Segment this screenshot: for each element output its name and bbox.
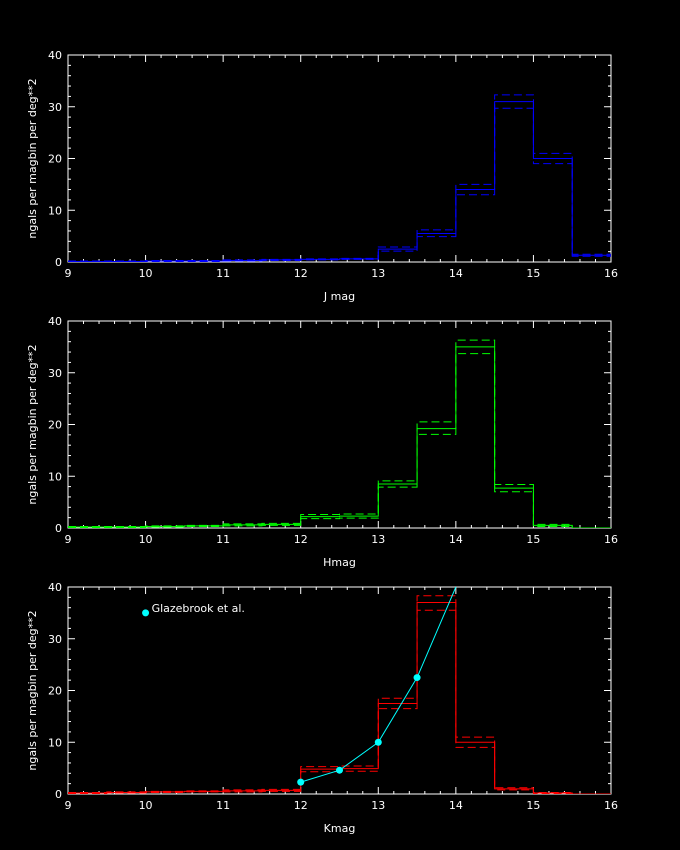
histogram-upper-error-line [68, 595, 611, 794]
x-tick-label: 10 [139, 799, 153, 812]
x-tick-label: 13 [371, 799, 385, 812]
glazebrook-point [336, 766, 343, 774]
y-tick-label: 10 [48, 470, 62, 483]
x-tick-label: 9 [65, 267, 72, 280]
y-tick-label: 0 [55, 788, 62, 801]
x-tick-label: 12 [294, 799, 308, 812]
histogram-line [68, 602, 611, 794]
x-tick-label: 14 [449, 267, 463, 280]
plot-frame [67, 54, 612, 263]
x-axis-label: Kmag [324, 822, 356, 835]
plot-frame [67, 586, 612, 795]
x-tick-label: 10 [139, 267, 153, 280]
y-tick-label: 30 [48, 101, 62, 114]
x-tick-label: 13 [371, 267, 385, 280]
plot-area [68, 339, 611, 528]
plot-area [68, 94, 611, 262]
x-tick-label: 15 [526, 533, 540, 546]
histogram-lower-error-line [68, 609, 611, 794]
y-tick-label: 20 [48, 153, 62, 166]
legend-marker [142, 609, 150, 617]
histogram-lower-error-line [68, 107, 611, 262]
glazebrook-point [297, 778, 305, 786]
x-tick-label: 14 [449, 799, 463, 812]
x-tick-label: 15 [526, 267, 540, 280]
y-tick-label: 30 [48, 633, 62, 646]
x-axis-label: J mag [323, 290, 355, 303]
histogram-line [68, 101, 611, 262]
y-axis-label: ngals per magbin per deg**2 [26, 610, 39, 770]
glazebrook-point [374, 738, 382, 746]
x-tick-label: 13 [371, 533, 385, 546]
legend-label: Glazebrook et al. [152, 602, 245, 615]
x-tick-label: 9 [65, 799, 72, 812]
y-axis-label: ngals per magbin per deg**2 [26, 344, 39, 504]
x-tick-label: 11 [216, 799, 230, 812]
x-tick-label: 16 [604, 267, 618, 280]
x-tick-label: 11 [216, 267, 230, 280]
y-tick-label: 20 [48, 419, 62, 432]
glazebrook-point [413, 674, 421, 682]
x-tick-label: 10 [139, 533, 153, 546]
x-tick-label: 15 [526, 799, 540, 812]
y-tick-label: 40 [48, 49, 62, 62]
plot-area [68, 587, 611, 794]
y-tick-label: 0 [55, 522, 62, 535]
histogram-line [68, 346, 611, 528]
y-tick-label: 40 [48, 315, 62, 328]
x-tick-label: 9 [65, 533, 72, 546]
y-tick-label: 20 [48, 685, 62, 698]
x-tick-label: 11 [216, 533, 230, 546]
chart-panel-3: 9 10 11 12 13 14 15 16 0 10 20 30 40 Kmag ngals per ma… [26, 581, 618, 835]
histogram-lower-error-line [68, 353, 611, 528]
x-tick-label: 16 [604, 799, 618, 812]
x-tick-label: 14 [449, 533, 463, 546]
x-tick-label: 12 [294, 267, 308, 280]
chart-panel-1: 9 10 11 12 13 14 15 16 0 10 20 30 40 J mag ngals per m… [26, 49, 618, 303]
y-tick-label: 10 [48, 204, 62, 217]
y-tick-label: 0 [55, 256, 62, 269]
y-axis-label: ngals per magbin per deg**2 [26, 78, 39, 238]
x-tick-label: 12 [294, 533, 308, 546]
histogram-upper-error-line [68, 94, 611, 262]
histogram-upper-error-line [68, 339, 611, 528]
y-tick-label: 40 [48, 581, 62, 594]
chart-panel-2: 9 10 11 12 13 14 15 16 0 10 20 30 40 Hmag ngals per ma… [26, 315, 618, 569]
x-tick-label: 16 [604, 533, 618, 546]
y-tick-label: 10 [48, 736, 62, 749]
y-tick-label: 30 [48, 367, 62, 380]
plot-frame [67, 320, 612, 529]
x-axis-label: Hmag [323, 556, 356, 569]
